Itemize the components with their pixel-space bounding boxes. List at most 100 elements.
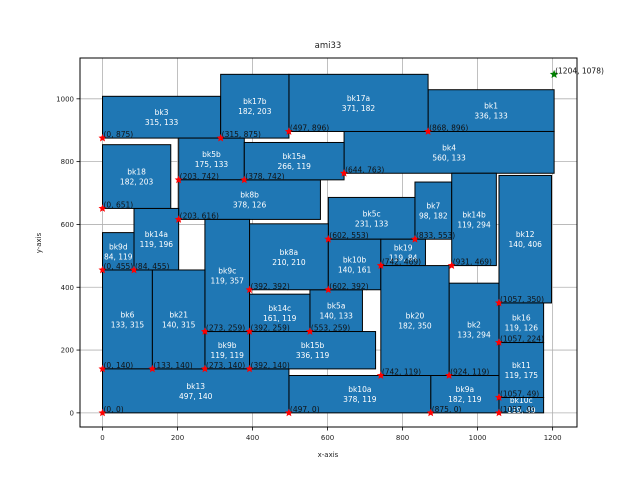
block-size-label: 497, 140 bbox=[179, 392, 213, 401]
origin-star-icon bbox=[410, 235, 419, 243]
block-name-label: bk16 bbox=[512, 314, 531, 323]
block-name-label: bk14a bbox=[145, 230, 168, 239]
origin-coord-label: (273, 259) bbox=[206, 324, 245, 333]
block-name-label: bk9d bbox=[109, 242, 128, 251]
block-name-label: bk10c bbox=[510, 396, 533, 405]
origin-star-icon bbox=[245, 327, 254, 335]
plot-frame bbox=[79, 57, 578, 428]
block-rect bbox=[249, 223, 329, 291]
x-axis-label: x-axis bbox=[318, 451, 339, 459]
block-name-label: bk5b bbox=[202, 150, 221, 159]
origin-star-icon bbox=[324, 285, 333, 294]
block-rect bbox=[249, 293, 311, 333]
block-rect bbox=[327, 196, 416, 240]
block-size-label: 119, 175 bbox=[505, 371, 539, 380]
block-rect bbox=[102, 368, 290, 414]
block-size-label: 133, 294 bbox=[457, 330, 491, 339]
markers-layer: (868, 896) (924, 119) (0, 875) (644, 763) (5… bbox=[98, 66, 604, 417]
origin-coord-label: (378, 742) bbox=[245, 172, 284, 181]
origin-star-icon bbox=[447, 261, 456, 269]
origin-star-icon bbox=[376, 371, 385, 379]
origin-coord-label: (133, 140) bbox=[153, 361, 192, 370]
y-tick-label: 800 bbox=[61, 158, 74, 166]
corner-star-icon bbox=[549, 69, 559, 78]
x-tick-label: 800 bbox=[396, 434, 409, 442]
block-size-label: 371, 182 bbox=[342, 104, 376, 113]
y-tick-label: 600 bbox=[61, 221, 74, 229]
block-rect bbox=[243, 141, 345, 181]
corner-coord-label: (1204, 1078) bbox=[555, 66, 604, 75]
block-rect bbox=[343, 130, 555, 174]
x-tick-label: 200 bbox=[171, 434, 184, 442]
origin-star-icon bbox=[98, 265, 107, 274]
block-name-label: bk8a bbox=[280, 248, 298, 257]
origin-star-icon bbox=[98, 408, 107, 417]
block-rect bbox=[448, 282, 500, 376]
origin-coord-label: (602, 553) bbox=[329, 231, 368, 240]
block-rect bbox=[204, 218, 251, 333]
origin-star-icon bbox=[98, 133, 107, 142]
origin-star-icon bbox=[494, 338, 503, 346]
origin-star-icon bbox=[340, 169, 349, 177]
block-size-label: 161, 119 bbox=[263, 314, 297, 323]
block-name-label: bk10a bbox=[348, 385, 371, 394]
block-name-label: bk14c bbox=[268, 304, 291, 313]
block-size-label: 378, 126 bbox=[233, 201, 267, 210]
x-tick-label: 400 bbox=[246, 434, 259, 442]
origin-coord-label: (0, 0) bbox=[104, 405, 124, 414]
block-size-label: 119, 84 bbox=[389, 253, 418, 262]
block-name-label: bk5a bbox=[327, 302, 345, 311]
block-name-label: bk11 bbox=[512, 361, 531, 370]
block-size-label: 336, 133 bbox=[474, 112, 508, 121]
block-rect bbox=[498, 174, 552, 304]
origin-star-icon bbox=[98, 204, 107, 212]
block-size-label: 119, 49 bbox=[507, 406, 536, 415]
block-name-label: bk9c bbox=[218, 266, 236, 275]
block-name-label: bk10b bbox=[343, 255, 367, 264]
block-rect bbox=[249, 331, 377, 370]
origin-coord-label: (203, 742) bbox=[180, 172, 219, 181]
origin-coord-label: (392, 259) bbox=[251, 324, 290, 333]
x-tick-label: 600 bbox=[321, 434, 334, 442]
origin-star-icon bbox=[305, 327, 314, 335]
origin-star-icon bbox=[245, 285, 254, 294]
x-tick-label: 1200 bbox=[544, 434, 562, 442]
block-size-label: 336, 119 bbox=[296, 351, 330, 360]
block-name-label: bk20 bbox=[406, 312, 425, 321]
origin-coord-label: (203, 616) bbox=[180, 211, 219, 220]
block-rect bbox=[327, 238, 382, 291]
block-name-label: bk9b bbox=[218, 341, 237, 350]
block-rect bbox=[288, 73, 429, 132]
block-size-label: 315, 133 bbox=[145, 118, 179, 127]
origin-star-icon bbox=[494, 393, 503, 401]
block-rect bbox=[414, 181, 453, 240]
origin-coord-label: (0, 651) bbox=[104, 200, 134, 209]
chart-title: ami33 bbox=[315, 41, 342, 51]
origin-coord-label: (875, 0) bbox=[432, 405, 462, 414]
x-tick-label: 0 bbox=[100, 434, 104, 442]
origin-star-icon bbox=[284, 127, 293, 135]
origin-coord-label: (924, 119) bbox=[450, 367, 489, 376]
axis-ticks: 0 200 400 600 800 1000 1200 0 200 400 600 800 1000 bbox=[56, 95, 561, 442]
block-size-label: 119, 294 bbox=[457, 220, 491, 229]
block-rect bbox=[178, 179, 321, 220]
origin-coord-label: (602, 392) bbox=[329, 282, 368, 291]
block-rect bbox=[498, 342, 545, 398]
block-size-label: 119, 119 bbox=[211, 351, 245, 360]
